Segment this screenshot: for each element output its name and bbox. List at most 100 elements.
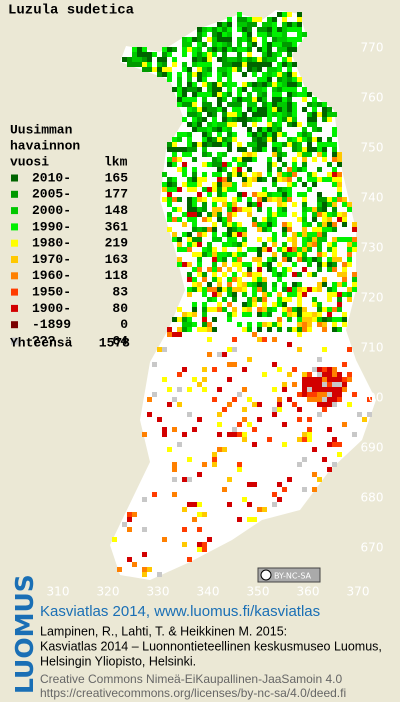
- record-square: [247, 167, 252, 172]
- record-square: [172, 237, 177, 242]
- record-square: [292, 287, 297, 292]
- record-square: [307, 392, 312, 397]
- record-square: [222, 37, 227, 42]
- record-square: [277, 192, 282, 197]
- record-square: [177, 197, 182, 202]
- record-square: [282, 72, 287, 77]
- record-square: [187, 287, 192, 292]
- record-square: [202, 97, 207, 102]
- record-square: [237, 67, 242, 72]
- record-square: [232, 47, 237, 52]
- record-square: [257, 177, 262, 182]
- record-square: [292, 142, 297, 147]
- record-square: [197, 267, 202, 272]
- record-square: [277, 62, 282, 67]
- record-square: [257, 222, 262, 227]
- record-square: [287, 177, 292, 182]
- record-square: [262, 277, 267, 282]
- record-square: [272, 67, 277, 72]
- record-square: [177, 317, 182, 322]
- record-square: [162, 377, 167, 382]
- record-square: [172, 152, 177, 157]
- record-square: [187, 152, 192, 157]
- record-square: [192, 62, 197, 67]
- record-square: [287, 72, 292, 77]
- record-square: [337, 197, 342, 202]
- record-square: [202, 137, 207, 142]
- record-square: [207, 187, 212, 192]
- record-square: [342, 277, 347, 282]
- record-square: [327, 212, 332, 217]
- record-square: [207, 297, 212, 302]
- record-square: [332, 392, 337, 397]
- record-square: [332, 367, 337, 372]
- record-square: [322, 147, 327, 152]
- record-square: [287, 82, 292, 87]
- record-square: [257, 112, 262, 117]
- record-square: [322, 202, 327, 207]
- northing-label: 730: [361, 241, 384, 255]
- record-square: [257, 137, 262, 142]
- record-square: [267, 102, 272, 107]
- record-square: [307, 377, 312, 382]
- record-square: [302, 267, 307, 272]
- record-square: [287, 107, 292, 112]
- record-square: [272, 87, 277, 92]
- record-square: [267, 192, 272, 197]
- record-square: [342, 362, 347, 367]
- record-square: [277, 112, 282, 117]
- record-square: [242, 162, 247, 167]
- record-square: [327, 387, 332, 392]
- record-square: [162, 72, 167, 77]
- record-square: [222, 42, 227, 47]
- record-square: [182, 317, 187, 322]
- record-square: [272, 272, 277, 277]
- record-square: [192, 57, 197, 62]
- record-square: [192, 302, 197, 307]
- record-square: [197, 512, 202, 517]
- record-square: [342, 262, 347, 267]
- record-square: [347, 372, 352, 377]
- record-square: [277, 202, 282, 207]
- record-square: [312, 397, 317, 402]
- record-square: [297, 302, 302, 307]
- record-square: [282, 97, 287, 102]
- record-square: [222, 122, 227, 127]
- record-square: [177, 157, 182, 162]
- record-square: [242, 227, 247, 232]
- record-square: [322, 157, 327, 162]
- record-square: [192, 197, 197, 202]
- record-square: [317, 177, 322, 182]
- record-square: [287, 142, 292, 147]
- record-square: [252, 122, 257, 127]
- record-square: [177, 247, 182, 252]
- record-square: [232, 242, 237, 247]
- record-square: [222, 252, 227, 257]
- record-square: [232, 262, 237, 267]
- legend-label: 2010-: [32, 170, 71, 185]
- record-square: [312, 157, 317, 162]
- easting-label: 320: [97, 585, 120, 599]
- record-square: [202, 197, 207, 202]
- record-square: [187, 457, 192, 462]
- record-square: [227, 227, 232, 232]
- record-square: [212, 42, 217, 47]
- record-square: [272, 407, 277, 412]
- record-square: [322, 232, 327, 237]
- record-square: [192, 117, 197, 122]
- record-square: [277, 97, 282, 102]
- record-square: [287, 317, 292, 322]
- record-square: [297, 137, 302, 142]
- record-square: [342, 317, 347, 322]
- legend-swatch: [11, 174, 18, 182]
- record-square: [267, 82, 272, 87]
- record-square: [312, 382, 317, 387]
- record-square: [187, 237, 192, 242]
- record-square: [247, 92, 252, 97]
- record-square: [197, 52, 202, 57]
- record-square: [197, 502, 202, 507]
- record-square: [217, 97, 222, 102]
- northing-label: 740: [361, 191, 384, 205]
- record-square: [187, 77, 192, 82]
- record-square: [142, 567, 147, 572]
